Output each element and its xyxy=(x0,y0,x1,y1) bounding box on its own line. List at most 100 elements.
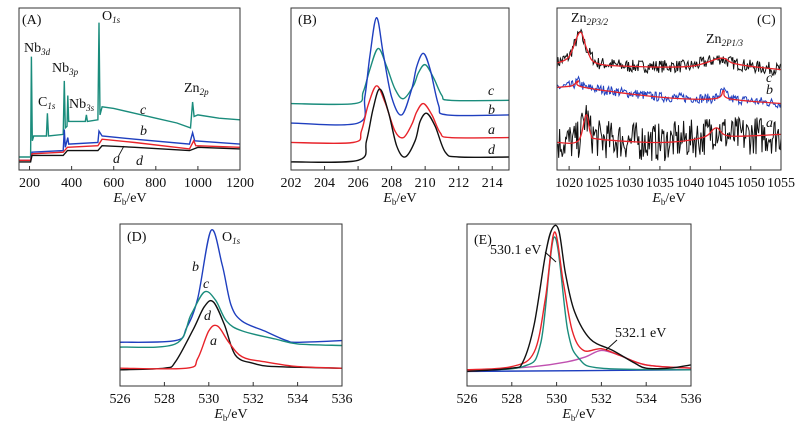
label-sub: 2p xyxy=(199,87,209,97)
series-c-fit-line xyxy=(557,31,781,71)
label-main: Zn xyxy=(184,81,200,96)
x-tick-label: 1035 xyxy=(646,176,674,191)
series-d-line xyxy=(291,88,509,164)
label-sub: 2P1/3 xyxy=(721,38,744,48)
series-label-b: b xyxy=(766,83,773,98)
label-sub: 3p xyxy=(69,67,79,77)
series-label-c: c xyxy=(203,277,210,292)
label-sub: 1s xyxy=(112,15,121,25)
panel-label-d: (D) xyxy=(127,230,147,245)
x-tick-label: 528 xyxy=(501,392,522,407)
x-tick-label: 204 xyxy=(314,176,335,191)
label-sub: 2P3/2 xyxy=(586,17,609,27)
axis-title-main: E xyxy=(383,191,392,206)
label-main: Zn xyxy=(706,32,722,47)
series-label-c: c xyxy=(140,103,147,118)
label-main: O xyxy=(222,230,233,245)
series-component-line xyxy=(467,224,691,373)
x-tick-label: 1020 xyxy=(555,176,583,191)
axis-title-sub: b xyxy=(222,413,228,423)
label-main: C xyxy=(38,95,48,110)
plot-frame-e xyxy=(466,223,692,387)
x-tick-label: 536 xyxy=(681,392,702,407)
peak-label-nb3s: Nb3s xyxy=(69,97,95,113)
x-tick-label: 210 xyxy=(415,176,436,191)
axis-title-unit: /eV xyxy=(396,191,417,206)
series-label-a: a xyxy=(210,334,217,349)
annotation-leader-532-1 xyxy=(605,339,618,351)
label-main: Nb xyxy=(52,61,70,76)
x-tick-label: 202 xyxy=(281,176,302,191)
x-tick-label: 1040 xyxy=(676,176,704,191)
series-label-d: d xyxy=(488,143,495,158)
series-label-a: a xyxy=(113,152,120,167)
x-tick-label: 800 xyxy=(145,176,166,191)
panel-label-e: (E) xyxy=(474,233,492,248)
peak-label-zn2p32: Zn2P3/2 xyxy=(571,11,609,27)
plot-frame-d xyxy=(119,223,343,387)
peak-label-zn2p13: Zn2P1/3 xyxy=(706,32,744,48)
x-axis-title-a: Eb/eV xyxy=(113,191,146,207)
series-c-line xyxy=(291,47,509,106)
peak-label-zn2p: Zn2p xyxy=(184,81,209,97)
series-label-a: a xyxy=(488,123,495,138)
series-c-line xyxy=(19,22,240,158)
peak-label-o1s: O1s xyxy=(222,230,241,246)
label-main: Nb xyxy=(69,97,87,112)
series-b-experimental-line xyxy=(557,75,781,109)
label-main: Zn xyxy=(571,11,587,26)
series-label-d: d xyxy=(204,309,211,324)
series-d-line xyxy=(120,299,342,371)
series-a-experimental-line xyxy=(557,105,781,162)
annotation-532-1: 532.1 eV xyxy=(615,326,667,341)
x-tick-label: 400 xyxy=(61,176,82,191)
label-sub: 3s xyxy=(86,103,95,113)
annotation-arrow-530-1 xyxy=(544,251,557,263)
x-tick-label: 536 xyxy=(332,392,353,407)
peak-label-nb3d: Nb3d xyxy=(24,42,51,57)
series-a-leader xyxy=(117,145,125,158)
x-tick-label: 1025 xyxy=(585,176,613,191)
x-tick-label: 214 xyxy=(482,176,503,191)
x-tick-label: 600 xyxy=(103,176,124,191)
x-tick-label: 534 xyxy=(636,392,657,407)
series-d-line xyxy=(19,144,240,163)
axis-title-main: E xyxy=(214,407,223,422)
x-tick-label: 206 xyxy=(348,176,369,191)
x-tick-label: 528 xyxy=(154,392,175,407)
axis-title-unit: /eV xyxy=(665,191,686,206)
axis-title-main: E xyxy=(562,407,571,422)
axis-title-sub: b xyxy=(570,413,576,423)
peak-label-nb3p: Nb3p xyxy=(52,61,79,77)
x-tick-label: 208 xyxy=(381,176,402,191)
axis-title-unit: /eV xyxy=(227,407,248,422)
series-c-line xyxy=(120,290,342,349)
label-sub: 1s xyxy=(47,101,56,111)
x-tick-label: 1030 xyxy=(616,176,644,191)
series-c-experimental-line xyxy=(557,28,781,76)
peak-label-o1s: O1s xyxy=(102,10,121,25)
x-tick-label: 530 xyxy=(198,392,219,407)
x-tick-label: 534 xyxy=(287,392,308,407)
series-label-b: b xyxy=(192,260,199,275)
series-b-fit-line xyxy=(557,80,781,105)
x-tick-label: 526 xyxy=(457,392,478,407)
axis-title-sub: b xyxy=(121,197,127,207)
x-axis-title-d: Eb/eV xyxy=(214,407,247,423)
series-a-line xyxy=(120,324,342,370)
axis-title-sub: b xyxy=(660,197,666,207)
label-sub: 1s xyxy=(232,236,241,246)
label-sub: 3d xyxy=(41,47,51,57)
x-axis-title-c: Eb/eV xyxy=(652,191,685,207)
axis-title-main: E xyxy=(113,191,122,206)
series-label-c: c xyxy=(488,84,495,99)
axis-title-unit: /eV xyxy=(575,407,596,422)
series-label-a: a xyxy=(766,116,773,131)
x-axis-title-e: Eb/eV xyxy=(562,407,595,423)
x-axis-title-b: Eb/eV xyxy=(383,191,416,207)
x-tick-label: 1055 xyxy=(767,176,795,191)
panel-label-c: (C) xyxy=(757,13,776,28)
plot-frame-c xyxy=(556,7,782,171)
x-tick-label: 530 xyxy=(546,392,567,407)
